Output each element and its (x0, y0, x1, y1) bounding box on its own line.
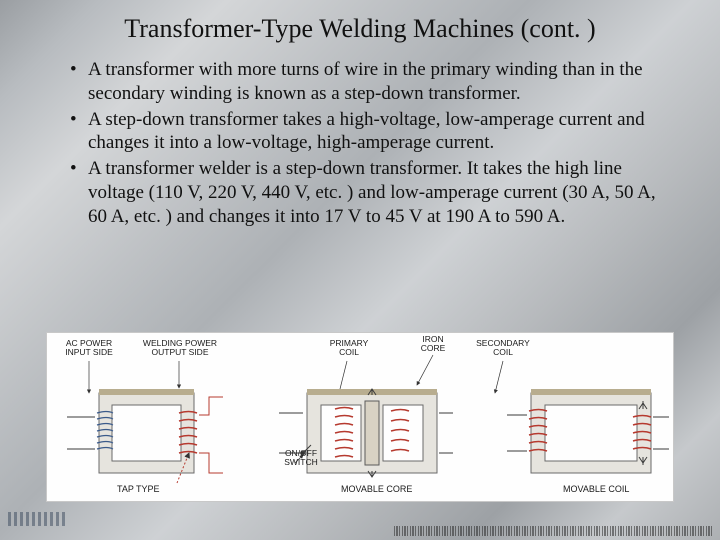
bullet-item: A transformer with more turns of wire in… (70, 58, 670, 106)
bullet-list: A transformer with more turns of wire in… (70, 58, 670, 230)
label-movable-core: MOVABLE CORE (341, 485, 412, 495)
publisher-logo (8, 512, 68, 534)
label-tap-type: TAP TYPE (117, 485, 160, 495)
transformer-figure: AC POWERINPUT SIDE WELDING POWEROUTPUT S… (46, 332, 674, 502)
transformer-diagram-svg (47, 333, 673, 501)
label-movable-coil: MOVABLE COIL (563, 485, 629, 495)
bullet-item: A transformer welder is a step-down tran… (70, 157, 670, 228)
slide-title: Transformer-Type Welding Machines (cont.… (124, 14, 595, 44)
label-on-off: ON/OFFSWITCH (277, 449, 325, 468)
footer-barcode (394, 526, 714, 536)
slide: Transformer-Type Welding Machines (cont.… (0, 0, 720, 540)
bullet-item: A step-down transformer takes a high-vol… (70, 108, 670, 156)
